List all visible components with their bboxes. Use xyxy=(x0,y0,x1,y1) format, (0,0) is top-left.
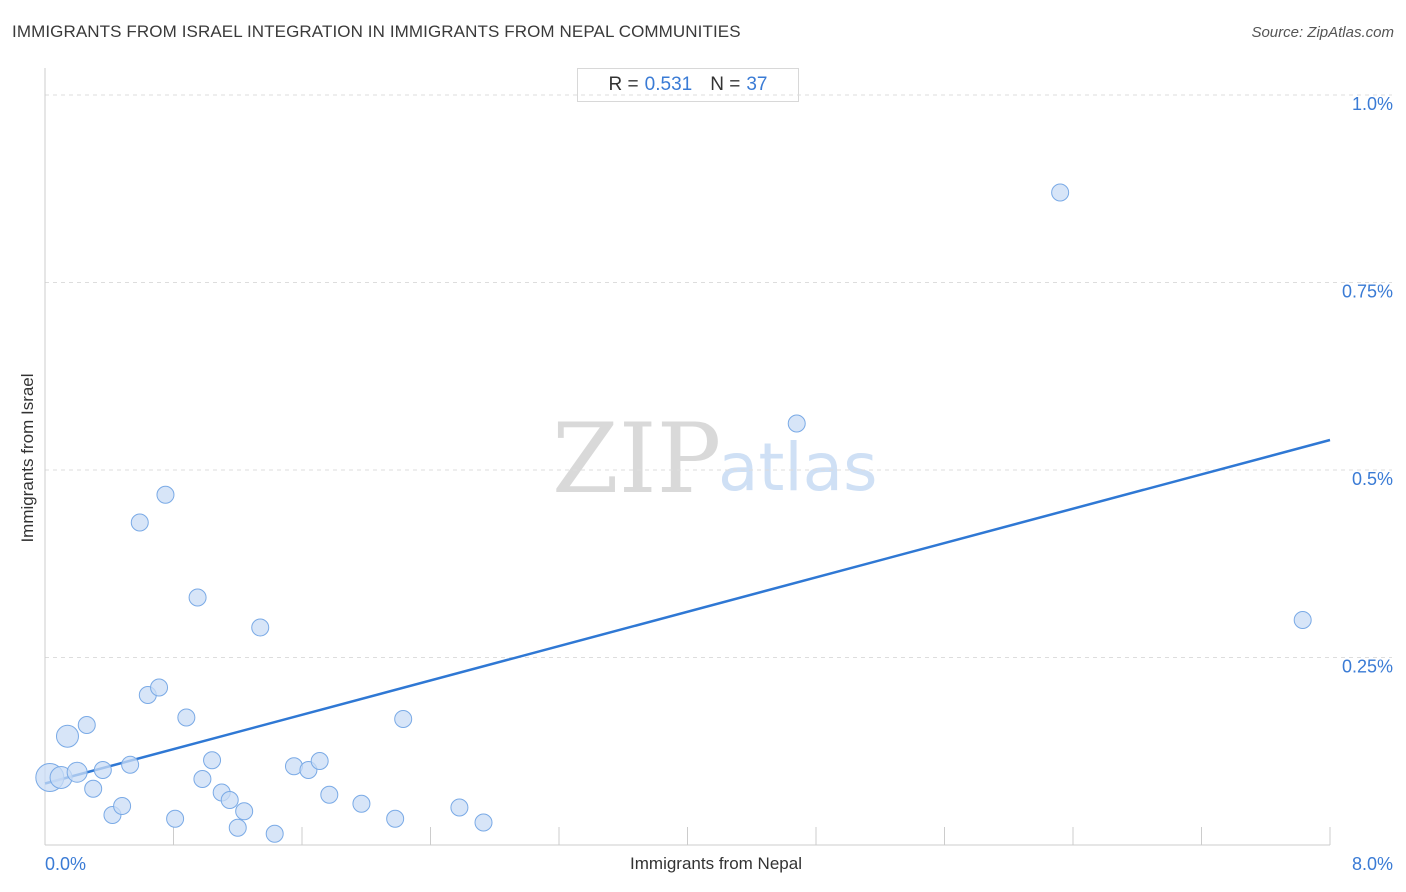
y-axis-label: Immigrants from Israel xyxy=(18,373,37,543)
data-point xyxy=(1051,183,1070,202)
n-label: N = xyxy=(710,74,741,95)
data-point xyxy=(150,678,169,697)
source-label: Source: ZipAtlas.com xyxy=(1251,24,1394,41)
watermark-zip: ZIP xyxy=(552,403,721,515)
x-tick-label: 8.0% xyxy=(1352,854,1393,874)
data-point xyxy=(113,797,132,815)
watermark: ZIP atlas xyxy=(552,403,878,515)
axes xyxy=(44,68,1331,846)
n-value: 37 xyxy=(746,74,768,95)
data-point xyxy=(787,414,806,433)
data-point xyxy=(193,770,212,788)
data-points xyxy=(35,183,1312,843)
data-point xyxy=(474,813,493,832)
x-tick-label: 0.0% xyxy=(45,854,86,874)
data-point xyxy=(55,724,79,748)
data-point xyxy=(77,716,96,734)
r-value: 0.531 xyxy=(644,74,693,95)
y-tick-label: 0.5% xyxy=(1352,469,1393,489)
watermark-atlas: atlas xyxy=(718,429,878,506)
y-tick-label: 0.25% xyxy=(1342,657,1393,677)
data-point xyxy=(386,809,405,828)
data-point xyxy=(394,710,413,728)
data-point xyxy=(84,779,103,798)
data-point xyxy=(220,791,239,809)
data-point xyxy=(203,751,222,770)
data-point xyxy=(320,785,339,804)
chart-title: IMMIGRANTS FROM ISRAEL INTEGRATION IN IM… xyxy=(12,22,741,41)
trend-line xyxy=(44,438,1331,785)
data-point xyxy=(228,818,247,837)
trend-line-group xyxy=(44,438,1331,785)
data-point xyxy=(251,618,270,637)
stats-box: R = 0.531 N = 37 xyxy=(577,68,799,102)
tick-labels: 0.25% 0.5% 0.75% 1.0% 0.0% 8.0% xyxy=(45,94,1393,874)
data-point xyxy=(66,761,88,783)
data-point xyxy=(352,794,371,813)
data-point xyxy=(188,588,207,607)
data-point xyxy=(166,809,185,828)
data-point xyxy=(156,485,175,504)
data-point xyxy=(310,752,329,770)
data-point xyxy=(235,802,254,821)
data-point xyxy=(93,761,112,779)
data-point xyxy=(450,798,469,817)
y-tick-label: 1.0% xyxy=(1352,94,1393,114)
data-point xyxy=(1293,611,1312,629)
data-point xyxy=(265,824,284,843)
grid-lines xyxy=(45,94,1392,658)
data-point xyxy=(121,755,140,774)
y-tick-label: 0.75% xyxy=(1342,282,1393,302)
data-point xyxy=(177,708,196,727)
r-label: R = xyxy=(608,74,639,95)
data-point xyxy=(130,513,149,532)
x-axis-label: Immigrants from Nepal xyxy=(630,854,802,873)
